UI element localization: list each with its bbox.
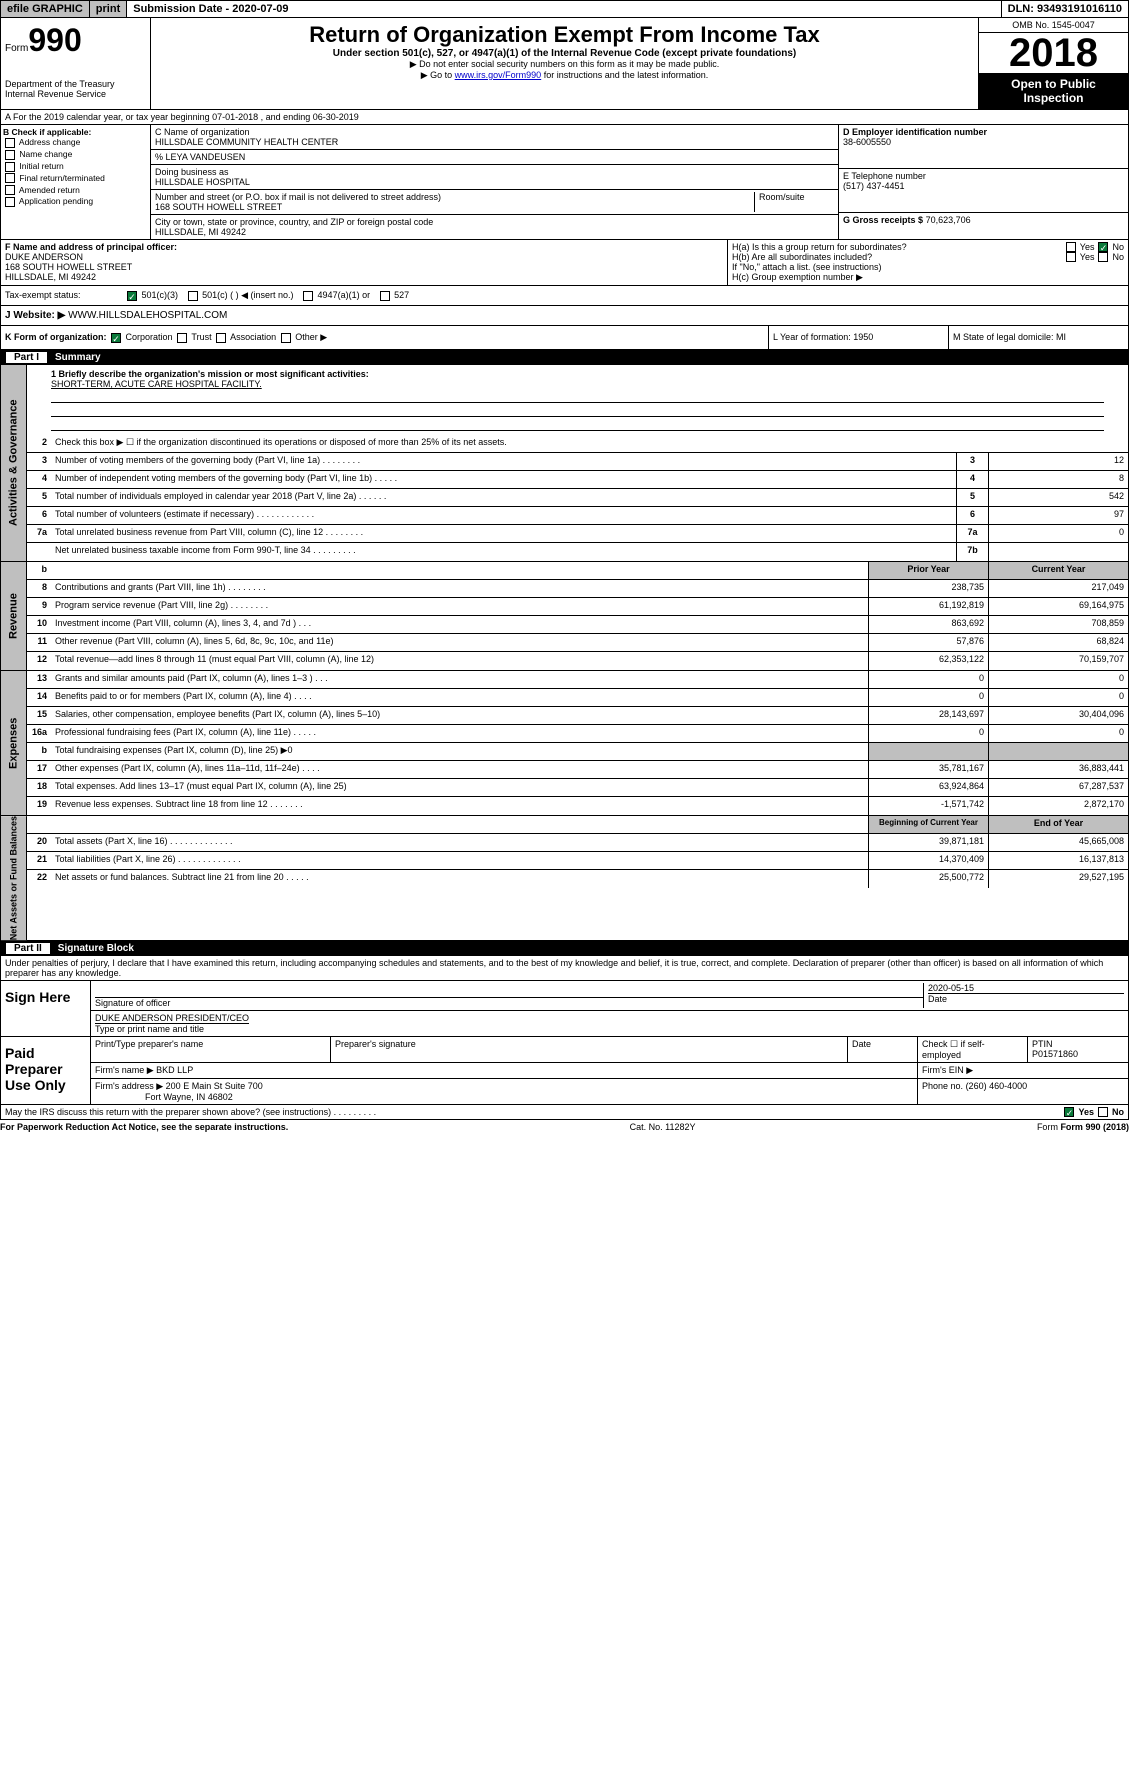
dln: DLN: 93493191016110: [1002, 1, 1128, 17]
part2-header: Part IISignature Block: [0, 941, 1129, 956]
form-header: Form990 Department of the Treasury Inter…: [0, 18, 1129, 110]
cb-trust[interactable]: [177, 333, 187, 343]
table-row: 22Net assets or fund balances. Subtract …: [27, 870, 1128, 888]
firm-name: BKD LLP: [156, 1065, 193, 1075]
form-prefix: Form: [5, 43, 28, 54]
form-number: 990: [28, 22, 81, 58]
gross-receipts: 70,623,706: [926, 215, 971, 225]
section-bci: B Check if applicable: Address change Na…: [0, 125, 1129, 240]
revenue-section: Revenue bPrior YearCurrent Year 8Contrib…: [0, 562, 1129, 671]
ein: 38-6005550: [843, 137, 1124, 147]
part1-header: Part ISummary: [0, 350, 1129, 365]
governance-section: Activities & Governance 1 Briefly descri…: [0, 365, 1129, 562]
cb-assoc[interactable]: [216, 333, 226, 343]
phone: (517) 437-4451: [843, 181, 1124, 191]
cb-initial[interactable]: Initial return: [3, 161, 148, 173]
table-row: 4Number of independent voting members of…: [27, 471, 1128, 489]
table-row: 10Investment income (Part VIII, column (…: [27, 616, 1128, 634]
note1: ▶ Do not enter social security numbers o…: [155, 59, 974, 70]
cb-name[interactable]: Name change: [3, 149, 148, 161]
form990-link[interactable]: www.irs.gov/Form990: [455, 70, 542, 80]
declaration: Under penalties of perjury, I declare th…: [0, 956, 1129, 981]
expenses-section: Expenses 13Grants and similar amounts pa…: [0, 671, 1129, 816]
row-klm: K Form of organization: ✓ Corporation Tr…: [0, 326, 1129, 350]
table-row: 5Total number of individuals employed in…: [27, 489, 1128, 507]
cb-4947[interactable]: [303, 291, 313, 301]
table-row: 7aTotal unrelated business revenue from …: [27, 525, 1128, 543]
sign-here: Sign Here Signature of officer2020-05-15…: [0, 981, 1129, 1037]
ptin: P01571860: [1032, 1049, 1124, 1059]
tax-year: 2018: [979, 33, 1128, 73]
street-address: 168 SOUTH HOWELL STREET: [155, 202, 754, 212]
dba: HILLSDALE HOSPITAL: [155, 177, 250, 187]
table-row: 13Grants and similar amounts paid (Part …: [27, 671, 1128, 689]
cb-final[interactable]: Final return/terminated: [3, 173, 148, 185]
table-row: 18Total expenses. Add lines 13–17 (must …: [27, 779, 1128, 797]
irs: Internal Revenue Service: [5, 89, 146, 99]
year-formation: L Year of formation: 1950: [768, 326, 948, 349]
submission-date: Submission Date - 2020-07-09: [127, 1, 1001, 17]
cb-527[interactable]: [380, 291, 390, 301]
table-row: 19Revenue less expenses. Subtract line 1…: [27, 797, 1128, 815]
cb-501c[interactable]: [188, 291, 198, 301]
firm-phone: (260) 460-4000: [966, 1081, 1028, 1091]
top-bar: efile GRAPHIC print Submission Date - 20…: [0, 0, 1129, 18]
city-state-zip: HILLSDALE, MI 49242: [155, 227, 433, 237]
table-row: 11Other revenue (Part VIII, column (A), …: [27, 634, 1128, 652]
table-row: 6Total number of volunteers (estimate if…: [27, 507, 1128, 525]
table-row: 20Total assets (Part X, line 16) . . . .…: [27, 834, 1128, 852]
subtitle: Under section 501(c), 527, or 4947(a)(1)…: [155, 48, 974, 59]
box-b: B Check if applicable: Address change Na…: [1, 125, 151, 239]
cb-other[interactable]: [281, 333, 291, 343]
paid-preparer: Paid Preparer Use Only Print/Type prepar…: [0, 1037, 1129, 1105]
table-row: bTotal fundraising expenses (Part IX, co…: [27, 743, 1128, 761]
website-url: WWW.HILLSDALEHOSPITAL.COM: [68, 310, 227, 321]
cb-501c3[interactable]: ✓: [127, 291, 137, 301]
table-row: 12Total revenue—add lines 8 through 11 (…: [27, 652, 1128, 670]
efile-label: efile GRAPHIC: [1, 1, 90, 17]
table-row: 21Total liabilities (Part X, line 26) . …: [27, 852, 1128, 870]
row-j-website: J Website: ▶ WWW.HILLSDALEHOSPITAL.COM: [0, 306, 1129, 326]
table-row: 17Other expenses (Part IX, column (A), l…: [27, 761, 1128, 779]
print-button[interactable]: print: [90, 1, 127, 17]
net-assets-section: Net Assets or Fund Balances Beginning of…: [0, 816, 1129, 941]
table-row: Net unrelated business taxable income fr…: [27, 543, 1128, 561]
cb-amended[interactable]: Amended return: [3, 185, 148, 197]
table-row: 3Number of voting members of the governi…: [27, 453, 1128, 471]
sig-date: 2020-05-15: [928, 983, 1124, 993]
table-row: 8Contributions and grants (Part VIII, li…: [27, 580, 1128, 598]
box-c: C Name of organizationHILLSDALE COMMUNIT…: [151, 125, 838, 239]
officer-name: DUKE ANDERSON: [5, 252, 723, 262]
firm-addr: 200 E Main St Suite 700: [166, 1081, 263, 1091]
row-fh: F Name and address of principal officer:…: [0, 240, 1129, 286]
table-row: 14Benefits paid to or for members (Part …: [27, 689, 1128, 707]
cb-corp[interactable]: ✓: [111, 333, 121, 343]
care-of: % LEYA VANDEUSEN: [155, 152, 245, 162]
officer-print-name: DUKE ANDERSON PRESIDENT/CEO: [95, 1013, 249, 1023]
cb-address[interactable]: Address change: [3, 137, 148, 149]
open-public: Open to Public Inspection: [979, 73, 1128, 109]
box-defg: D Employer identification number38-60055…: [838, 125, 1128, 239]
main-title: Return of Organization Exempt From Incom…: [155, 22, 974, 48]
line-a: A For the 2019 calendar year, or tax yea…: [0, 110, 1129, 125]
table-row: 15Salaries, other compensation, employee…: [27, 707, 1128, 725]
cb-pending[interactable]: Application pending: [3, 196, 148, 208]
dept: Department of the Treasury: [5, 79, 146, 89]
org-name: HILLSDALE COMMUNITY HEALTH CENTER: [155, 137, 834, 147]
mission-text: SHORT-TERM, ACUTE CARE HOSPITAL FACILITY…: [51, 379, 1104, 389]
table-row: 9Program service revenue (Part VIII, lin…: [27, 598, 1128, 616]
page-footer: For Paperwork Reduction Act Notice, see …: [0, 1120, 1129, 1134]
row-i-tax-status: Tax-exempt status: ✓ 501(c)(3) 501(c) ( …: [0, 286, 1129, 306]
state-domicile: M State of legal domicile: MI: [948, 326, 1128, 349]
note2: ▶ Go to www.irs.gov/Form990 for instruct…: [155, 70, 974, 81]
discuss-row: May the IRS discuss this return with the…: [0, 1105, 1129, 1120]
table-row: 16aProfessional fundraising fees (Part I…: [27, 725, 1128, 743]
